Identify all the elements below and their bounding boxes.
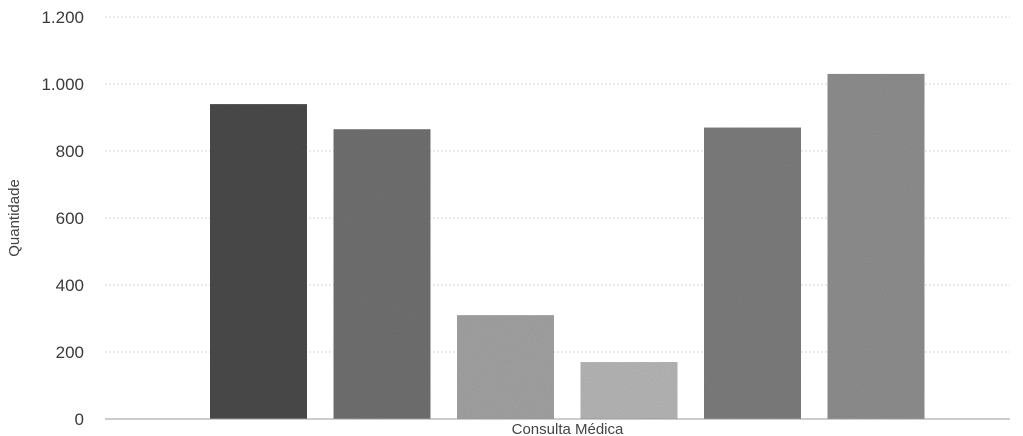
bar-6 bbox=[827, 73, 925, 419]
bars bbox=[210, 73, 925, 420]
grid-lines bbox=[105, 16, 1010, 353]
bar-4 bbox=[580, 362, 678, 419]
y-axis-title: Quantidade bbox=[6, 179, 23, 257]
bar-5 bbox=[704, 127, 801, 420]
bar-2 bbox=[333, 129, 431, 419]
y-tick-label: 600 bbox=[56, 209, 84, 228]
bar-3 bbox=[457, 315, 554, 419]
y-tick-label: 1.200 bbox=[41, 8, 84, 27]
y-tick-label: 200 bbox=[56, 343, 84, 362]
y-tick-label: 800 bbox=[56, 142, 84, 161]
y-axis-ticks: 0 200 400 600 800 1.000 1.200 bbox=[41, 8, 84, 429]
y-tick-label: 0 bbox=[75, 410, 84, 429]
bar-1 bbox=[210, 104, 307, 419]
x-axis-title: Consulta Médica bbox=[512, 421, 624, 436]
y-tick-label: 1.000 bbox=[41, 75, 84, 94]
y-tick-label: 400 bbox=[56, 276, 84, 295]
